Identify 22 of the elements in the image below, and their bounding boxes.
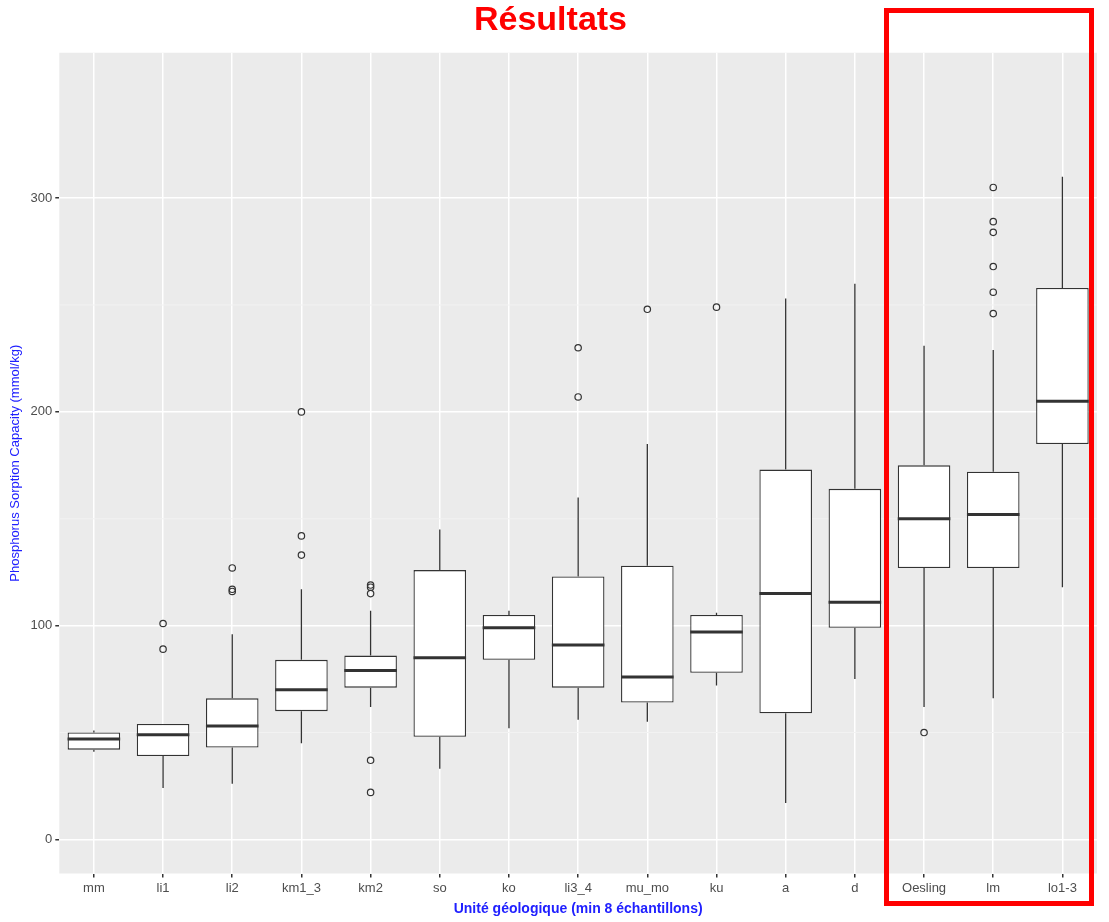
chart-title: Résultats xyxy=(473,0,628,37)
x-tick-label: ko xyxy=(502,879,516,895)
x-tick-label: ku xyxy=(709,879,724,895)
y-tick-label: 0 xyxy=(45,830,53,846)
y-axis-title: Phosphorus Sorption Capacity (mmol/kg) xyxy=(7,344,23,582)
x-tick-label: mm xyxy=(83,879,105,895)
x-tick-label: km2 xyxy=(358,879,383,895)
x-tick-label: so xyxy=(432,879,447,895)
x-axis-title: Unité géologique (min 8 échantillons) xyxy=(453,900,703,917)
x-tick-label: a xyxy=(782,879,791,895)
y-tick-label: 100 xyxy=(30,617,53,633)
x-tick-label: lm xyxy=(986,879,1001,895)
x-tick-label: li1 xyxy=(156,879,170,895)
x-tick-label: Oesling xyxy=(902,879,947,895)
x-tick-label: li2 xyxy=(225,879,239,895)
x-tick-label: li3_4 xyxy=(564,879,592,895)
y-tick-label: 200 xyxy=(30,403,53,419)
x-tick-label: km1_3 xyxy=(281,879,321,895)
y-tick-label: 300 xyxy=(30,189,53,205)
x-tick-label: lo1-3 xyxy=(1047,879,1077,895)
x-tick-label: mu_mo xyxy=(625,879,670,895)
x-tick-label: d xyxy=(851,879,859,895)
